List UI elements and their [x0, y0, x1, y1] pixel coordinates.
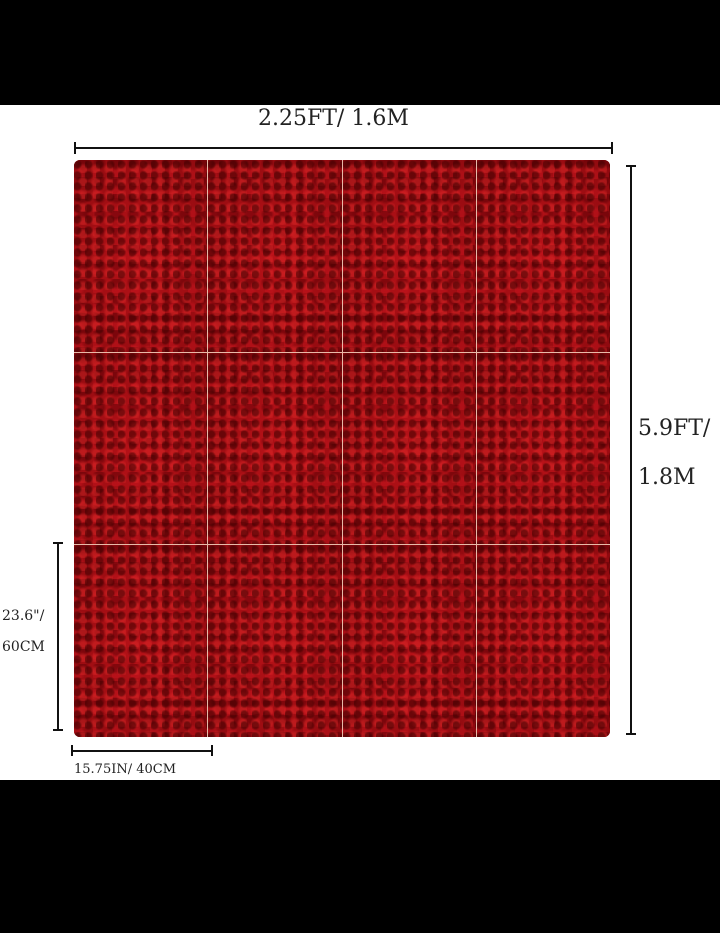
total-height-label-2: 1.8M [638, 465, 696, 490]
flower-panel [74, 160, 208, 352]
panel-height-line [57, 542, 59, 731]
panel-width-line [71, 750, 213, 752]
height-line-cap-bottom [626, 733, 636, 735]
width-dimension-line [74, 147, 613, 149]
panel-width-cap-left [71, 745, 73, 756]
flower-panel [342, 352, 476, 545]
flower-panel [208, 352, 342, 545]
total-width-label: 2.25FT/ 1.6M [258, 106, 409, 131]
total-height-label-1: 5.9FT/ [638, 416, 711, 441]
flower-panel [476, 160, 610, 352]
flower-panel [342, 545, 476, 737]
panel-height-cap-top [53, 542, 63, 544]
flower-panel [74, 545, 208, 737]
width-line-cap-right [611, 142, 613, 154]
width-line-cap-left [74, 142, 76, 154]
height-dimension-line [630, 165, 632, 735]
panel-height-label-2: 60CM [2, 639, 45, 655]
panel-height-cap-bottom [53, 729, 63, 731]
panel-width-label: 15.75IN/ 40CM [74, 762, 177, 777]
flower-panel [74, 352, 208, 545]
height-line-cap-top [626, 165, 636, 167]
panel-height-label-1: 23.6"/ [2, 608, 45, 624]
flower-panel [342, 160, 476, 352]
flower-panel [208, 545, 342, 737]
flower-wall-image [74, 160, 610, 737]
flower-panel [476, 352, 610, 545]
flower-panel [208, 160, 342, 352]
flower-panel [476, 545, 610, 737]
panel-width-cap-right [211, 745, 213, 756]
